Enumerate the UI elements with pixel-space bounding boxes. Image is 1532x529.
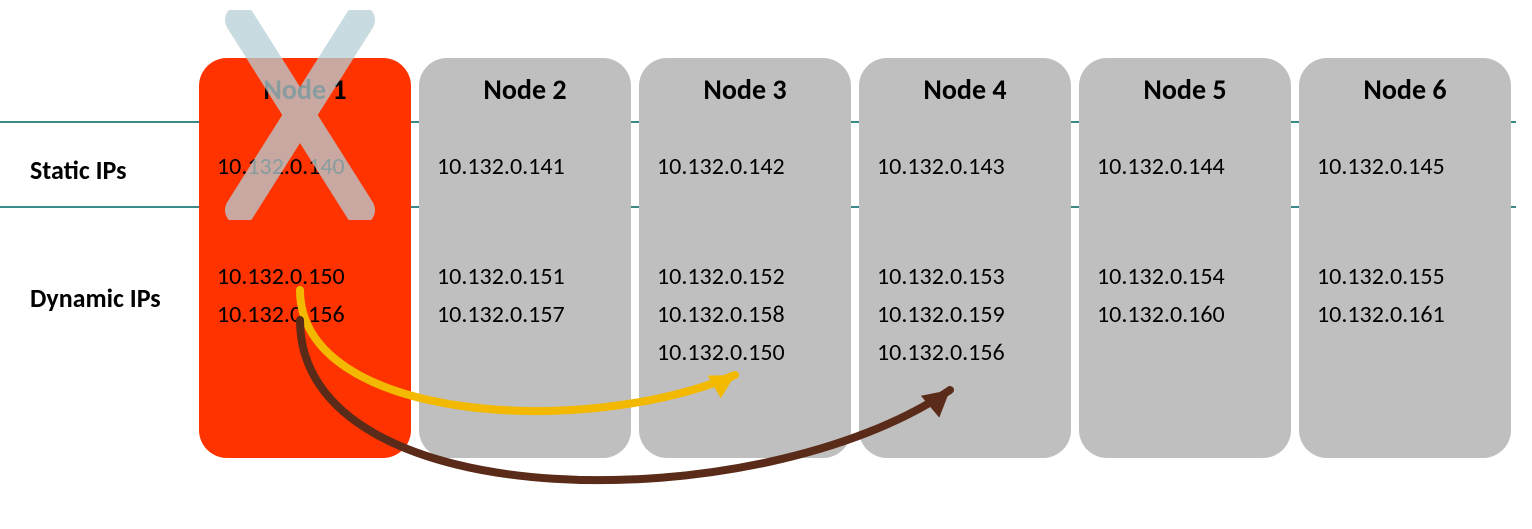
dynamic-ip-block: 10.132.0.15410.132.0.160 bbox=[1079, 258, 1291, 334]
dynamic-ip: 10.132.0.152 bbox=[639, 258, 851, 296]
static-ip: 10.132.0.144 bbox=[1079, 148, 1291, 186]
dynamic-ip-block: 10.132.0.15310.132.0.15910.132.0.156 bbox=[859, 258, 1071, 372]
node-title: Node 4 bbox=[859, 72, 1071, 107]
dynamic-ip-block: 10.132.0.15010.132.0.156 bbox=[199, 258, 411, 334]
static-ip: 10.132.0.143 bbox=[859, 148, 1071, 186]
node-title: Node 6 bbox=[1299, 72, 1511, 107]
node-card: Node 2 10.132.0.141 10.132.0.15110.132.0.1… bbox=[419, 58, 631, 458]
dynamic-ip-block: 10.132.0.15510.132.0.161 bbox=[1299, 258, 1511, 334]
node-card: Node 410.132.0.14310.132.0.15310.132.0.1… bbox=[859, 58, 1071, 458]
dynamic-ip: 10.132.0.150 bbox=[199, 258, 411, 296]
node-card: Node 310.132.0.14210.132.0.15210.132.0.1… bbox=[639, 58, 851, 458]
dynamic-ip: 10.132.0.151 bbox=[419, 258, 631, 296]
static-ip: 10.132.0.142 bbox=[639, 148, 851, 186]
static-ip-block: 10.132.0.144 bbox=[1079, 148, 1291, 186]
dynamic-ip: 10.132.0.161 bbox=[1299, 296, 1511, 334]
dynamic-ip: 10.132.0.160 bbox=[1079, 296, 1291, 334]
static-ip-block: 10.132.0.141 bbox=[419, 148, 631, 186]
static-ip-block: 10.132.0.140 bbox=[199, 148, 411, 186]
dynamic-ip: 10.132.0.155 bbox=[1299, 258, 1511, 296]
node-title: Node 5 bbox=[1079, 72, 1291, 107]
static-ip: 10.132.0.141 bbox=[419, 148, 631, 186]
static-ip: 10.132.0.145 bbox=[1299, 148, 1511, 186]
dynamic-ip-block: 10.132.0.15210.132.0.15810.132.0.150 bbox=[639, 258, 851, 372]
dynamic-ip: 10.132.0.158 bbox=[639, 296, 851, 334]
dynamic-ip: 10.132.0.156 bbox=[199, 296, 411, 334]
dynamic-ip-block: 10.132.0.15110.132.0.157 bbox=[419, 258, 631, 334]
node-card: Node 6 10.132.0.145 10.132.0.15510.132.0.1… bbox=[1299, 58, 1511, 458]
row-label-static: Static IPs bbox=[30, 154, 126, 186]
dynamic-ip: 10.132.0.150 bbox=[639, 334, 851, 372]
dynamic-ip: 10.132.0.156 bbox=[859, 334, 1071, 372]
dynamic-ip: 10.132.0.159 bbox=[859, 296, 1071, 334]
node-title: Node 2 bbox=[419, 72, 631, 107]
dynamic-ip: 10.132.0.157 bbox=[419, 296, 631, 334]
dynamic-ip: 10.132.0.153 bbox=[859, 258, 1071, 296]
node-title: Node 1 bbox=[199, 72, 411, 107]
row-label-dynamic: Dynamic IPs bbox=[30, 282, 161, 314]
diagram-stage: Static IPs Dynamic IPs Node 1 10.132.0.14… bbox=[0, 0, 1532, 529]
dynamic-ip: 10.132.0.154 bbox=[1079, 258, 1291, 296]
static-ip-block: 10.132.0.143 bbox=[859, 148, 1071, 186]
static-ip-block: 10.132.0.142 bbox=[639, 148, 851, 186]
static-ip: 10.132.0.140 bbox=[199, 148, 411, 186]
node-card: Node 1 10.132.0.140 10.132.0.15010.132.0.1… bbox=[199, 58, 411, 458]
node-card: Node 5 10.132.0.144 10.132.0.15410.132.0.1… bbox=[1079, 58, 1291, 458]
static-ip-block: 10.132.0.145 bbox=[1299, 148, 1511, 186]
node-title: Node 3 bbox=[639, 72, 851, 107]
